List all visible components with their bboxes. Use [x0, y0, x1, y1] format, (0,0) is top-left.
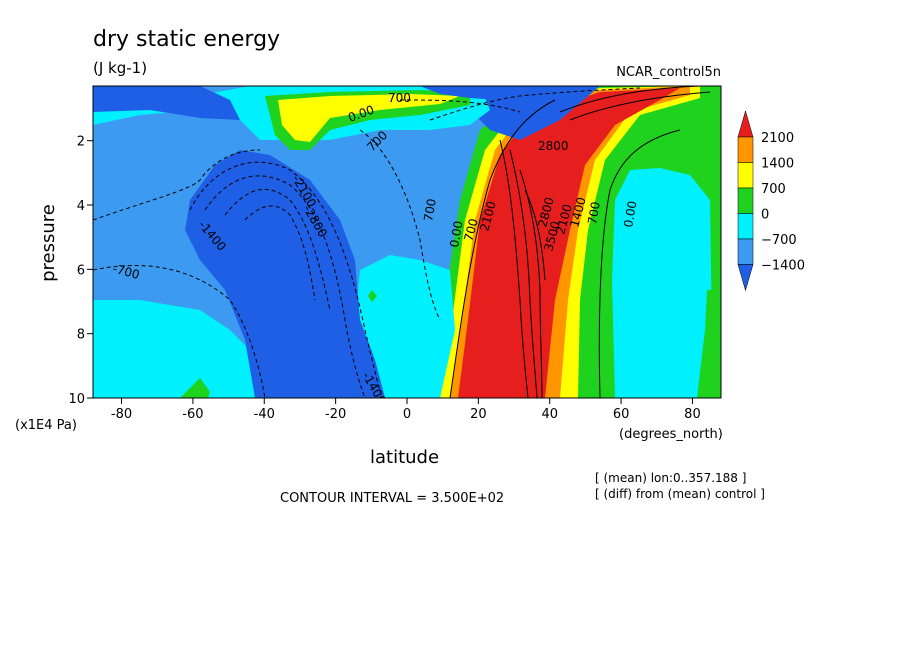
- x-tick-label: -40: [254, 407, 275, 422]
- contour-label: 700: [421, 198, 439, 223]
- field-blue-low-south: [185, 150, 385, 398]
- contour-line: [204, 175, 366, 398]
- note-diff: [ (diff) from (mean) control ]: [595, 487, 765, 501]
- contour-label: 2800: [538, 139, 569, 153]
- contour-line: [224, 188, 331, 311]
- contour-line: [499, 139, 529, 398]
- colorbar-label: −1400: [761, 259, 805, 274]
- colorbar-segment: [737, 162, 754, 189]
- x-axis-title: latitude: [370, 447, 439, 468]
- x-tick-label: -60: [182, 407, 203, 422]
- field-cyan-interior: [612, 168, 712, 398]
- contour-line: [598, 129, 681, 398]
- dataset-label: NCAR_control5n: [616, 65, 721, 80]
- y-tick-label: 10: [68, 392, 85, 407]
- x-tick-label: -80: [111, 407, 132, 422]
- colorbar: 2100 1400 700 0 −700 −1400: [737, 110, 805, 292]
- contour-line: [244, 205, 316, 301]
- contour-interval: CONTOUR INTERVAL = 3.500E+02: [280, 491, 504, 506]
- contour-line: [524, 189, 546, 281]
- contour-line: [189, 161, 383, 398]
- contour-line: [509, 149, 538, 398]
- colorbar-label: 1400: [761, 157, 794, 172]
- x-units-label: (degrees_north): [619, 427, 723, 442]
- colorbar-segment: [737, 238, 754, 265]
- contour-line: [449, 99, 556, 398]
- y-tick-label: 6: [77, 263, 85, 278]
- y-tick-label: 2: [77, 135, 85, 150]
- contour-line: [519, 169, 543, 398]
- chart-title: dry static energy: [93, 27, 280, 52]
- y-tick-label: 4: [77, 199, 85, 214]
- field-blue-high-south: [93, 86, 240, 120]
- plot-area: 700 0.00 700 2800 -2100 -2800 -1400 -700…: [93, 86, 721, 398]
- y-tick-label: 8: [77, 328, 85, 343]
- field-yellow-south-top: [278, 94, 460, 142]
- colorbar-segment: [737, 187, 754, 214]
- x-tick-label: -20: [325, 407, 346, 422]
- field-green-right: [697, 290, 721, 398]
- contour-lines: [93, 86, 711, 398]
- y-units-label: (x1E4 Pa): [15, 418, 77, 433]
- field-cyan-south-bottom: [93, 300, 270, 398]
- contour-label: -700: [111, 261, 141, 282]
- note-mean: [ (mean) lon:0..357.188 ]: [595, 471, 746, 485]
- contour-label: 700: [461, 217, 480, 243]
- y-axis: 2 4 6 8 10: [68, 135, 93, 407]
- contour-line: [359, 129, 441, 321]
- colorbar-segment: [737, 110, 754, 138]
- contour-label: 700: [585, 201, 603, 226]
- colorbar-label: 700: [761, 182, 786, 197]
- contour-line: [93, 264, 266, 398]
- contour-label: 700: [388, 91, 411, 105]
- contour-line: [399, 99, 521, 113]
- colorbar-label: 2100: [761, 131, 794, 146]
- colorbar-label: 0: [761, 208, 769, 223]
- x-axis: -80 -60 -40 -20 0 20 40 60 80: [111, 398, 701, 422]
- contour-line: [569, 91, 711, 121]
- colorbar-segment: [737, 136, 754, 163]
- contour-line: [93, 149, 261, 221]
- field-green-dot-mid: [368, 290, 377, 302]
- colorbar-segment: [737, 264, 754, 292]
- field-green-dot-south: [180, 378, 210, 398]
- x-tick-label: 60: [613, 407, 630, 422]
- contour-label: 0.00: [447, 220, 465, 249]
- colorbar-label: −700: [761, 233, 797, 248]
- field-cyan-equator: [355, 255, 455, 398]
- x-tick-label: 40: [541, 407, 558, 422]
- x-tick-label: 20: [470, 407, 487, 422]
- x-tick-label: 0: [403, 407, 411, 422]
- contour-line: [429, 87, 641, 121]
- x-tick-label: 80: [684, 407, 701, 422]
- chart-units: (J kg-1): [93, 59, 147, 77]
- colorbar-segment: [737, 213, 754, 240]
- field-blue-strat-south: [420, 86, 520, 100]
- y-axis-title: pressure: [38, 204, 59, 282]
- contour-label: 0.00: [621, 200, 639, 229]
- contour-line: [559, 86, 701, 113]
